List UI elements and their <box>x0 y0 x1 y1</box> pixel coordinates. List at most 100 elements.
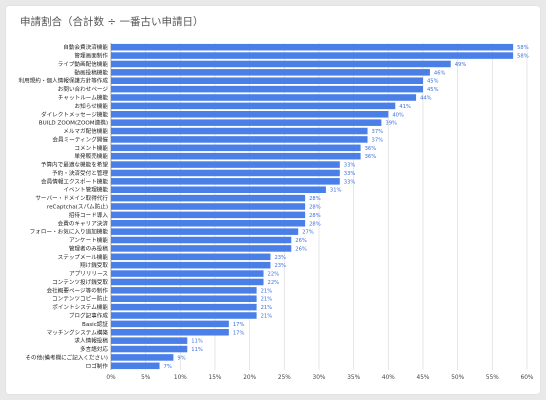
category-label: その他(備考欄にご記入ください) <box>25 353 108 361</box>
x-tick-label: 5% <box>141 375 151 381</box>
value-label: 46% <box>434 70 446 76</box>
value-label: 21% <box>261 297 273 303</box>
bar <box>111 219 306 227</box>
value-label: 40% <box>392 112 404 118</box>
bar <box>111 253 271 261</box>
category-label: 自動会費決済機能 <box>63 43 108 51</box>
category-label: サーバー・ドメイン取得代行 <box>35 194 108 202</box>
category-label: お問い合わせページ <box>58 85 109 93</box>
bar <box>111 60 451 68</box>
category-label: 管理者のみ投稿 <box>69 244 109 252</box>
bar <box>111 362 160 370</box>
category-label: フォロー・お気に入り追加機能 <box>30 228 109 236</box>
value-label: 27% <box>302 230 314 236</box>
chart-title: 申請割合（合計数 ÷ 一番古い申請日） <box>20 16 204 28</box>
category-label: 予約・決済受付と管理 <box>52 169 108 177</box>
value-label: 45% <box>427 79 439 85</box>
value-label: 21% <box>261 288 273 294</box>
value-label: 33% <box>344 171 356 177</box>
value-label: 11% <box>191 339 203 345</box>
category-label: 会員情報エクスポート機能 <box>41 177 108 185</box>
value-label: 9% <box>177 355 185 361</box>
x-tick-label: 25% <box>278 375 291 381</box>
category-label: ステップメール機能 <box>58 253 109 261</box>
category-label: 多言語対応 <box>80 345 108 353</box>
category-label: イベント管理機能 <box>63 186 108 194</box>
value-label: 39% <box>385 121 397 127</box>
bar <box>111 345 188 353</box>
category-label: 会員ミーティング開催 <box>52 135 108 143</box>
bar <box>111 94 417 101</box>
category-label: ダイレクトメッセージ機能 <box>41 110 108 118</box>
value-label: 7% <box>164 364 172 370</box>
bar <box>111 228 299 235</box>
bar <box>111 211 306 219</box>
value-label: 28% <box>309 221 321 227</box>
bar <box>111 186 326 194</box>
value-label: 36% <box>365 154 377 160</box>
category-label: reCaptcha(スパム防止) <box>47 203 108 211</box>
category-label: メルマガ配信機能 <box>63 127 108 135</box>
category-label: Basic認証 <box>82 320 108 328</box>
value-label: 28% <box>309 205 321 211</box>
bar <box>111 328 229 336</box>
value-label: 37% <box>372 129 384 135</box>
bar <box>111 178 340 185</box>
value-label: 37% <box>372 137 384 143</box>
bar <box>111 295 257 303</box>
bar <box>111 337 188 344</box>
category-label: ライブ動画配信機能 <box>58 60 109 68</box>
category-label: ポイントシステム機能 <box>52 303 108 311</box>
bar <box>111 69 430 76</box>
category-label: 求人情報投稿 <box>74 337 108 345</box>
value-label: 21% <box>261 305 273 311</box>
bar <box>111 77 423 85</box>
bar <box>111 236 292 244</box>
value-label: 28% <box>309 196 321 202</box>
value-label: 26% <box>295 238 307 244</box>
category-label: 動画投稿機能 <box>74 68 108 76</box>
value-label: 26% <box>295 246 307 252</box>
category-label: 会社概要ページ等の制作 <box>47 286 109 294</box>
category-label: アプリリリース <box>69 271 108 278</box>
bar <box>111 278 264 286</box>
category-label: 予算内で最適な機能を希望 <box>41 161 109 169</box>
x-tick-label: 55% <box>486 375 499 381</box>
value-label: 28% <box>309 213 321 219</box>
x-tick-label: 30% <box>313 375 326 381</box>
bar <box>111 52 514 59</box>
bar <box>111 169 340 177</box>
x-tick-label: 15% <box>209 375 222 381</box>
value-label: 44% <box>420 96 432 102</box>
bar <box>111 354 174 361</box>
bar <box>111 161 340 168</box>
x-tick-label: 60% <box>521 375 534 381</box>
value-label: 23% <box>274 255 286 261</box>
bar <box>111 320 229 328</box>
value-label: 45% <box>427 87 439 93</box>
bar <box>111 127 368 135</box>
category-label: 管理画面制作 <box>74 52 108 60</box>
category-label: 利用規約・個人情報保護方針等作成 <box>18 77 108 85</box>
category-label: お知らせ機能 <box>75 102 109 110</box>
bar <box>111 287 257 294</box>
category-label: ブログ記事作成 <box>69 312 109 320</box>
value-label: 21% <box>261 314 273 320</box>
bar <box>111 152 361 160</box>
value-label: 17% <box>233 322 245 328</box>
bar <box>111 144 361 152</box>
bar <box>111 194 306 202</box>
bar <box>111 270 264 277</box>
value-label: 11% <box>191 347 203 353</box>
bar <box>111 110 389 118</box>
category-label: アンケート機能 <box>69 236 108 244</box>
bar <box>111 136 368 143</box>
category-label: 会費のキャリア決済 <box>58 219 109 227</box>
x-tick-label: 50% <box>451 375 464 381</box>
value-label: 58% <box>517 45 529 51</box>
category-label: 単発販売機能 <box>74 152 108 160</box>
value-label: 22% <box>268 280 280 286</box>
category-label: コメント機能 <box>74 144 108 152</box>
value-label: 36% <box>365 146 377 152</box>
